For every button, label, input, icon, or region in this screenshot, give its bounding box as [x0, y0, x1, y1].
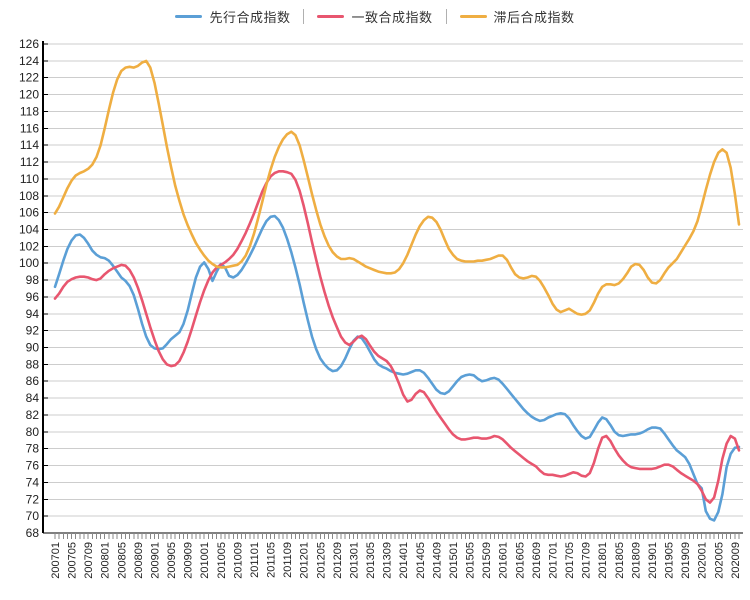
legend-label-coincident-index: 一致合成指数 [351, 10, 433, 25]
legend-divider [445, 9, 447, 24]
y-tick-label: 118 [20, 104, 39, 118]
x-tick-label: 202009 [730, 542, 742, 579]
y-tick-label: 82 [26, 408, 40, 422]
x-tick-label: 201709 [581, 542, 593, 579]
legend-item-leading-index: 先行合成指数 [162, 7, 303, 26]
series-lines [53, 59, 741, 522]
x-tick-label: 201701 [547, 542, 559, 579]
legend-label-leading-index: 先行合成指数 [209, 10, 291, 25]
x-tick-label: 201005 [216, 542, 228, 579]
series-line-coincident [53, 170, 741, 504]
y-tick-label: 74 [26, 475, 40, 489]
y-tick-label: 88 [26, 357, 40, 371]
y-tick-label: 80 [26, 425, 40, 439]
y-tick-label: 78 [26, 442, 40, 456]
legend-swatch-coincident-index [317, 15, 345, 18]
y-tick-label: 76 [26, 459, 40, 473]
axes [42, 41, 743, 539]
y-tick-label: 92 [26, 324, 40, 338]
y-tick-label: 98 [26, 273, 40, 287]
gridlines [43, 43, 743, 517]
y-tick-label: 90 [26, 341, 40, 355]
x-tick-label: 201905 [664, 542, 676, 579]
x-tick-label: 201401 [398, 542, 410, 579]
y-tick-label: 72 [26, 492, 40, 506]
x-tick-label: 201605 [514, 542, 526, 579]
y-tick-label: 114 [20, 138, 39, 152]
y-tick-label: 68 [26, 526, 40, 540]
x-tick-label: 201809 [630, 542, 642, 579]
y-tick-label: 104 [19, 222, 39, 236]
y-tick-label: 120 [19, 88, 39, 102]
x-tick-label: 200705 [67, 542, 79, 579]
x-tick-label: 200701 [50, 542, 62, 579]
y-tick-label: 116 [20, 121, 39, 135]
legend-item-coincident-index: 一致合成指数 [304, 7, 445, 26]
x-tick-label: 200709 [83, 542, 95, 579]
x-tick-label: 200909 [183, 542, 195, 579]
x-tick-label: 200805 [116, 542, 128, 579]
legend-swatch-lagging-index [459, 15, 487, 18]
x-tick-label: 201105 [266, 542, 278, 578]
y-tick-label: 124 [19, 54, 39, 68]
x-tick-label: 200901 [149, 542, 161, 579]
x-tick-label: 201205 [315, 542, 327, 579]
x-tick-label: 201505 [465, 542, 477, 579]
x-tick-label: 201909 [680, 542, 692, 579]
x-tick-label: 201101 [249, 542, 261, 578]
y-tick-label: 96 [26, 290, 40, 304]
y-tick-label: 112 [20, 155, 39, 169]
axis-labels: 126 124 122 120 118 116 114 112 110 108 106 104 102 1… [19, 37, 742, 579]
x-tick-label: 201201 [299, 542, 311, 579]
x-tick-label: 200905 [166, 542, 178, 579]
y-tick-label: 102 [19, 239, 39, 253]
x-tick-label: 201309 [382, 542, 394, 579]
x-tick-label: 201001 [199, 542, 211, 579]
x-tick-label: 201805 [614, 542, 626, 579]
x-tick-label: 201009 [232, 542, 244, 579]
x-tick-label: 202001 [697, 542, 709, 579]
x-tick-label: 201509 [481, 542, 493, 579]
y-tick-label: 108 [19, 189, 39, 203]
x-tick-label: 201109 [282, 542, 294, 578]
x-tick-label: 201501 [448, 542, 460, 579]
y-tick-label: 94 [26, 307, 40, 321]
legend-item-lagging-index: 滞后合成指数 [447, 7, 588, 26]
y-tick-label: 122 [19, 71, 39, 85]
x-tick-label: 201209 [332, 542, 344, 579]
x-tick-label: 201301 [348, 542, 360, 579]
legend-swatch-leading-index [175, 15, 203, 18]
x-tick-label: 200809 [133, 542, 145, 579]
legend-divider [303, 9, 305, 24]
y-tick-label: 126 [19, 37, 39, 51]
y-tick-label: 106 [19, 206, 39, 220]
y-tick-label: 70 [26, 509, 40, 523]
x-tick-label: 202005 [713, 542, 725, 579]
x-tick-label: 201801 [597, 542, 609, 579]
x-tick-label: 200801 [100, 542, 112, 579]
y-tick-label: 100 [19, 256, 39, 270]
series-line-leading [53, 214, 741, 522]
legend-label-lagging-index: 滞后合成指数 [493, 10, 575, 25]
legend: 先行合成指数 一致合成指数 滞后合成指数 [0, 7, 750, 26]
x-tick-label: 201305 [365, 542, 377, 579]
y-tick-label: 86 [26, 374, 40, 388]
x-tick-label: 201405 [415, 542, 427, 579]
x-tick-label: 201705 [564, 542, 576, 579]
x-tick-label: 201409 [431, 542, 443, 579]
series-line-lagging [53, 59, 741, 316]
x-tick-label: 201901 [647, 542, 659, 579]
y-tick-label: 110 [20, 172, 39, 186]
x-tick-label: 201609 [531, 542, 543, 579]
y-tick-label: 84 [26, 391, 40, 405]
x-tick-label: 201601 [498, 542, 510, 579]
